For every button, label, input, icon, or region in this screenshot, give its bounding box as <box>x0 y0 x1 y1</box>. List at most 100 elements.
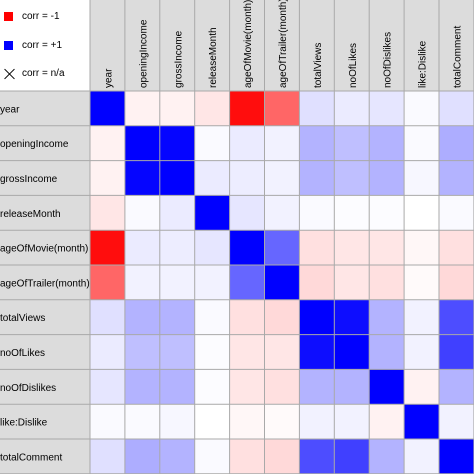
heatmap-cell <box>334 334 370 370</box>
heatmap-cell <box>264 265 300 300</box>
row-label: year <box>0 104 20 115</box>
heatmap-cell <box>404 125 439 161</box>
heatmap-cell <box>159 299 195 335</box>
heatmap-cell <box>194 369 230 405</box>
heatmap-cell <box>124 195 160 231</box>
heatmap-cell <box>124 439 160 474</box>
heatmap-cell <box>124 334 160 370</box>
heatmap-cell <box>299 439 335 474</box>
heatmap-cell <box>369 230 405 265</box>
heatmap-cell <box>159 195 195 231</box>
heatmap-cell <box>439 265 474 300</box>
heatmap-cell <box>124 91 160 126</box>
heatmap-cell <box>439 125 474 161</box>
heatmap-cell <box>194 230 230 265</box>
heatmap-cell <box>439 299 474 335</box>
heatmap-cell <box>369 160 405 196</box>
heatmap-cell <box>194 195 230 231</box>
heatmap-cell <box>90 369 125 405</box>
heatmap-cell <box>264 299 300 335</box>
heatmap-cell <box>159 439 195 474</box>
heatmap-cell <box>404 404 439 439</box>
heatmap-cell <box>369 91 405 126</box>
row-header-bar <box>0 91 90 474</box>
heatmap-cell <box>194 265 230 300</box>
heatmap-cell <box>264 404 300 439</box>
heatmap-cell <box>194 125 230 161</box>
heatmap-cell <box>334 439 370 474</box>
heatmap-cell <box>264 91 300 126</box>
heatmap-cell <box>194 404 230 439</box>
column-label: noOfDislikes <box>383 32 394 88</box>
heatmap-cell <box>229 299 265 335</box>
heatmap-cell <box>369 439 405 474</box>
heatmap-cell <box>369 125 405 161</box>
heatmap-cell <box>299 334 335 370</box>
heatmap-cell <box>124 404 160 439</box>
heatmap-cell <box>334 299 370 335</box>
heatmap-cell <box>369 265 405 300</box>
heatmap-cell <box>90 404 125 439</box>
column-label: totalViews <box>313 43 324 88</box>
column-label: year <box>103 68 114 88</box>
heatmap-cell <box>404 439 439 474</box>
row-label: grossIncome <box>0 174 58 185</box>
heatmap-cell <box>124 265 160 300</box>
heatmap-cell <box>334 195 370 231</box>
heatmap-cell <box>194 334 230 370</box>
heatmap-cell <box>229 404 265 439</box>
column-label: openingIncome <box>138 19 149 88</box>
heatmap-cell <box>439 91 474 126</box>
column-label: releaseMonth <box>208 27 219 88</box>
row-label: openingIncome <box>0 139 69 150</box>
heatmap-cell <box>229 439 265 474</box>
heatmap-cell <box>439 195 474 231</box>
row-label: ageOfMovie(month) <box>0 244 88 255</box>
heatmap-cell <box>124 160 160 196</box>
heatmap-cell <box>369 404 405 439</box>
heatmap-cell <box>90 195 125 231</box>
heatmap-cell <box>404 265 439 300</box>
row-label: noOfDislikes <box>0 383 56 394</box>
column-label: grossIncome <box>173 30 184 88</box>
heatmap-cell <box>299 160 335 196</box>
heatmap-cell <box>369 334 405 370</box>
row-label: totalComment <box>0 452 62 463</box>
heatmap-cell <box>299 230 335 265</box>
heatmap-cell <box>159 160 195 196</box>
heatmap-cell <box>159 404 195 439</box>
heatmap-cell <box>299 91 335 126</box>
heatmap-cell <box>439 230 474 265</box>
heatmap-cell <box>159 265 195 300</box>
heatmap-cell <box>90 160 125 196</box>
heatmap-cell <box>404 334 439 370</box>
heatmap-cell <box>439 439 474 474</box>
legend-na: corr = n/a <box>4 66 65 80</box>
heatmap-cell <box>90 125 125 161</box>
heatmap-cell <box>334 160 370 196</box>
heatmap-cell <box>90 91 125 126</box>
heatmap-cell <box>369 195 405 231</box>
heatmap-cell <box>124 125 160 161</box>
heatmap-cell <box>229 369 265 405</box>
column-label: ageOfTrailer(month) <box>278 0 289 88</box>
row-label: releaseMonth <box>0 209 61 220</box>
heatmap-cell <box>439 160 474 196</box>
heatmap-cell <box>229 334 265 370</box>
heatmap-cell <box>334 265 370 300</box>
row-label: like:Dislike <box>0 418 48 429</box>
column-label: ageOfMovie(month) <box>243 0 254 88</box>
heatmap-cell <box>90 334 125 370</box>
heatmap-cell <box>334 230 370 265</box>
heatmap-cell <box>299 404 335 439</box>
heatmap-cell <box>159 334 195 370</box>
heatmap-cell <box>404 230 439 265</box>
heatmap-cell <box>229 160 265 196</box>
heatmap-cell <box>299 125 335 161</box>
heatmap-cell <box>194 160 230 196</box>
heatmap-cell <box>369 369 405 405</box>
heatmap-cell <box>264 230 300 265</box>
heatmap-cell <box>124 369 160 405</box>
